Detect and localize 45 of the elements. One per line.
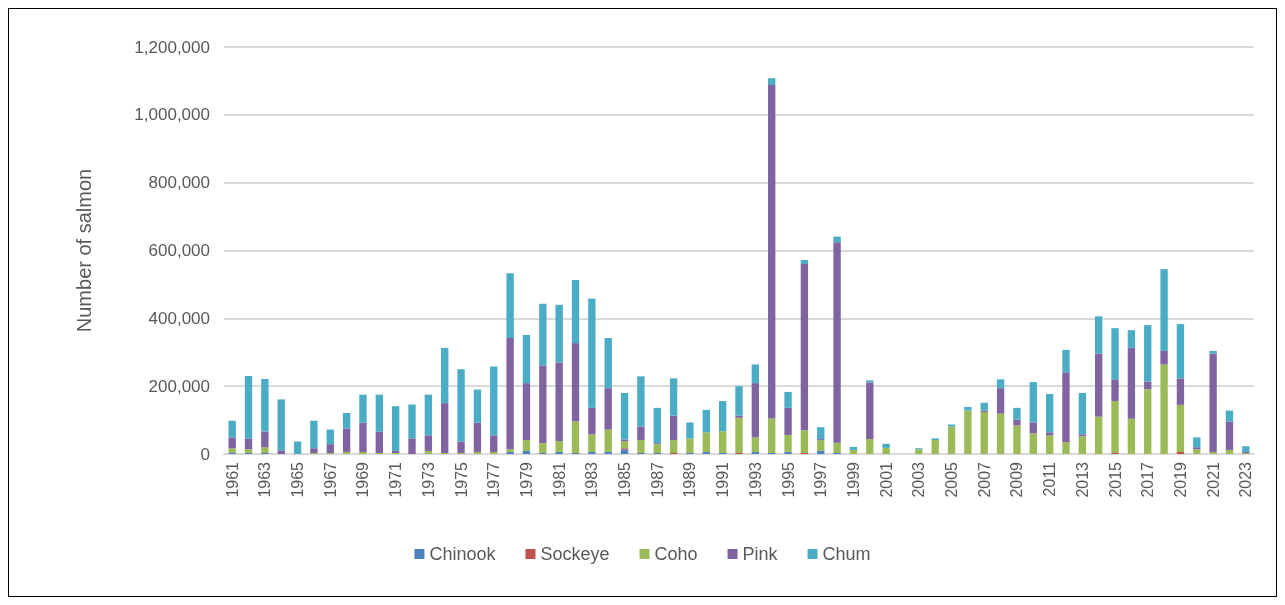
x-tick-label: 1975 [452, 461, 470, 498]
x-tick-label: 2009 [1008, 461, 1026, 498]
x-tick-label: 2015 [1106, 461, 1124, 498]
y-tick-label: 1,200,000 [134, 37, 210, 57]
x-tick-label: 1983 [583, 461, 601, 498]
x-tick-label: 1995 [779, 461, 797, 498]
x-tick-label: 1985 [616, 461, 634, 498]
x-tick-label: 1961 [223, 461, 241, 498]
legend-label: Sockeye [540, 544, 610, 564]
x-tick-label: 2005 [943, 461, 961, 498]
y-tick-label: 0 [200, 444, 210, 464]
x-tick-label: 2023 [1237, 461, 1255, 498]
x-tick-label: 1977 [485, 461, 503, 498]
x-tick-label: 1997 [812, 461, 830, 498]
x-tick-label: 1981 [550, 461, 568, 498]
x-tick-label: 1963 [256, 461, 274, 498]
x-tick-label: 2011 [1041, 461, 1059, 497]
x-tick-label: 1969 [354, 461, 372, 498]
y-axis-title: Number of salmon [73, 168, 95, 333]
x-tick-label: 1965 [289, 461, 307, 498]
x-tick-label: 1973 [419, 461, 437, 498]
x-tick-label: 2007 [975, 461, 993, 498]
y-tick-label: 600,000 [148, 241, 210, 260]
x-tick-label: 1987 [648, 461, 666, 498]
x-tick-label: 2019 [1171, 461, 1189, 498]
x-tick-label: 1989 [681, 461, 699, 498]
legend-label: Pink [742, 544, 779, 564]
legend-label: Coho [654, 544, 698, 564]
x-tick-label: 1993 [746, 461, 764, 498]
y-tick-label: 800,000 [148, 173, 210, 193]
x-tick-label: 1971 [387, 461, 405, 498]
x-tick-label: 2001 [877, 461, 895, 498]
y-tick-label: 400,000 [148, 308, 210, 328]
y-tick-label: 200,000 [148, 376, 210, 396]
x-tick-label: 2003 [910, 461, 928, 498]
x-tick-label: 1999 [844, 461, 862, 498]
x-tick-label: 2021 [1204, 461, 1222, 498]
y-tick-label: 1,000,000 [134, 105, 210, 125]
legend-label: Chinook [429, 544, 497, 564]
x-tick-label: 2017 [1139, 461, 1157, 498]
x-tick-label: 2013 [1073, 461, 1091, 498]
x-tick-label: 1991 [714, 461, 732, 498]
x-tick-label: 1979 [517, 461, 535, 498]
legend-label: Chum [822, 544, 871, 564]
x-tick-label: 1967 [321, 461, 339, 498]
